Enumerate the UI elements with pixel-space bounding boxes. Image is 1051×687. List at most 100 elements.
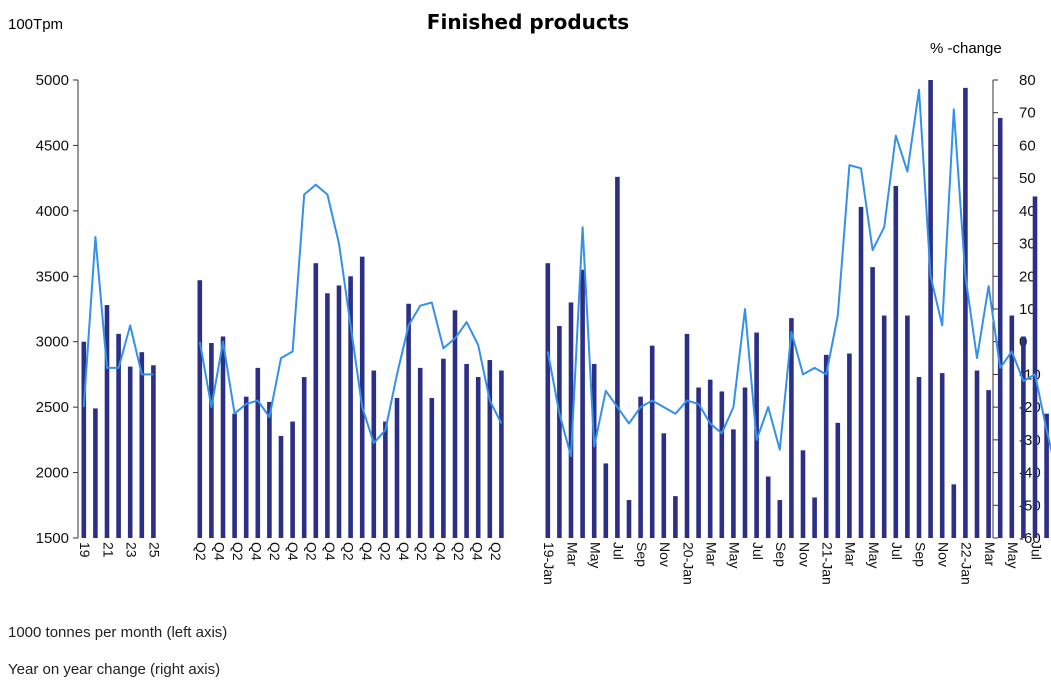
yoy-change-line	[82, 236, 154, 408]
right-tick-label: 20	[1019, 268, 1036, 285]
left-tick-label: 1500	[36, 530, 69, 547]
bar	[1032, 196, 1038, 538]
bar	[603, 463, 609, 538]
left-tick-label: 2000	[36, 465, 69, 482]
left-tick-label: 3000	[36, 334, 69, 351]
bar	[151, 365, 156, 538]
bar	[197, 280, 203, 538]
x-tick-label: Q2	[377, 542, 393, 561]
x-tick-label: Q4	[285, 542, 301, 561]
bar	[800, 450, 806, 538]
right-tick-label: 80	[1019, 72, 1036, 89]
x-tick-label: Q4	[359, 542, 375, 561]
x-tick-label: Sep	[912, 542, 928, 567]
bar	[661, 433, 667, 538]
bar-series	[81, 80, 1049, 538]
bar	[916, 377, 922, 538]
bar	[580, 269, 585, 538]
bar	[951, 484, 957, 538]
bar	[116, 333, 121, 538]
x-tick-label: Q2	[488, 542, 504, 561]
bar	[870, 267, 875, 538]
x-tick-label: 21	[100, 542, 116, 558]
bar	[278, 435, 284, 538]
bar	[1044, 413, 1049, 538]
x-tick-label: Q4	[469, 542, 485, 561]
bar	[673, 496, 678, 538]
x-tick-label: May	[587, 542, 603, 568]
x-tick-label: Jul	[889, 542, 905, 560]
x-tick-label: May	[1005, 542, 1021, 568]
bar	[812, 497, 817, 538]
x-tick-label: Q2	[304, 542, 320, 561]
left-tick-label: 4500	[36, 137, 69, 154]
right-axis-unit: % -change	[930, 40, 1002, 57]
x-tick-label: Q2	[193, 542, 209, 561]
bar	[777, 500, 783, 538]
left-axis-unit: 100Tpm	[8, 16, 63, 33]
x-tick-label: Q4	[322, 542, 338, 561]
bar	[765, 476, 771, 538]
bar	[928, 80, 933, 538]
x-tick-label: 25	[147, 542, 163, 558]
right-tick-label: 70	[1019, 105, 1036, 122]
left-tick-label: 2500	[36, 399, 69, 416]
x-tick-label: Mar	[703, 542, 719, 566]
x-tick-label: Sep	[773, 542, 789, 567]
bar	[336, 285, 342, 538]
yoy-change-line	[546, 88, 1051, 458]
bar	[847, 353, 852, 538]
bar	[696, 387, 701, 538]
x-tick-label: Mar	[982, 542, 998, 566]
x-tick-label: Q4	[433, 542, 449, 561]
bar	[997, 117, 1003, 538]
bar	[545, 263, 551, 538]
bar	[626, 500, 632, 538]
legend-bars: 1000 tonnes per month (left axis)	[8, 624, 228, 641]
bar	[649, 345, 655, 538]
chart-svg: Finished products 100Tpm % -change 1500 2…	[8, 10, 1051, 585]
x-tick-label: 19-Jan	[541, 542, 557, 585]
x-tick-label: Q2	[340, 542, 356, 561]
bar	[835, 422, 841, 538]
x-tick-label: Nov	[657, 542, 673, 567]
bar	[789, 318, 794, 538]
x-tick-label: 21-Jan	[819, 542, 835, 585]
x-tick-label: Jul	[611, 542, 627, 560]
bar	[127, 366, 133, 538]
x-tick-label: May	[727, 542, 743, 568]
bar	[93, 408, 98, 538]
bar	[441, 358, 446, 538]
bar	[963, 87, 968, 538]
x-tick-label: Q2	[414, 542, 430, 561]
bar	[325, 293, 330, 538]
bar	[1021, 336, 1026, 538]
x-axis-labels: 19 21 23 25 Q2 Q4 Q2 Q4 Q2 Q4 Q2 Q4 Q2 Q4 Q2 Q4 Q2 Q4 Q2 Q4…	[77, 542, 1044, 585]
yoy-change-line	[198, 183, 503, 445]
x-tick-label: Sep	[634, 542, 650, 567]
bar	[986, 390, 991, 538]
bar	[348, 276, 353, 538]
bar	[893, 185, 899, 538]
x-tick-label: 23	[123, 542, 139, 558]
bar	[487, 360, 493, 538]
bar	[557, 326, 562, 538]
bar	[568, 302, 574, 538]
bar	[452, 310, 458, 538]
bar	[417, 367, 423, 538]
bar	[313, 263, 319, 538]
bar	[858, 206, 864, 538]
x-tick-label: Q4	[211, 542, 227, 561]
x-tick-label: Nov	[935, 542, 951, 567]
bar	[464, 363, 469, 538]
bar	[139, 352, 145, 538]
bar	[638, 396, 643, 538]
x-tick-label: 20-Jan	[680, 542, 696, 585]
bar	[359, 256, 365, 538]
bar	[255, 367, 261, 538]
x-tick-label: Q2	[230, 542, 246, 561]
right-tick-label: 60	[1019, 137, 1036, 154]
x-tick-label: May	[866, 542, 882, 568]
bar	[823, 354, 829, 538]
legend-line: Year on year change (right axis)	[8, 661, 221, 678]
